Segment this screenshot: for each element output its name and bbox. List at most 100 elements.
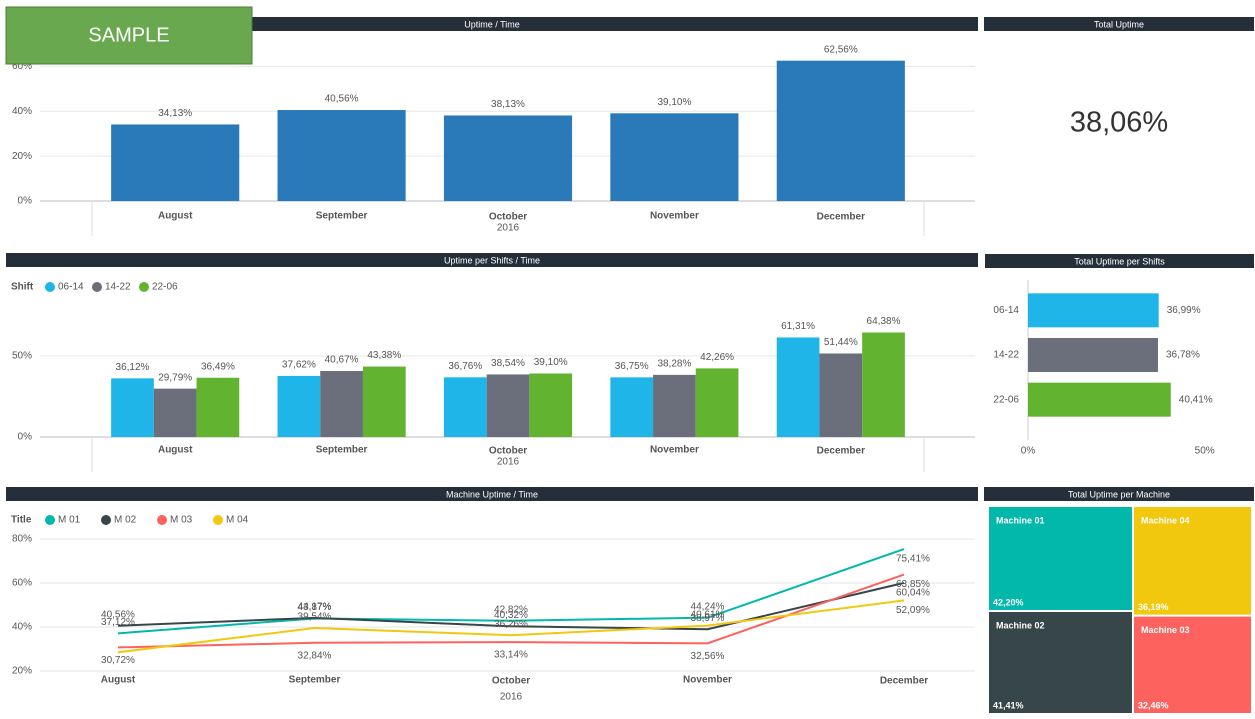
- panel-title: Machine Uptime / Time: [446, 489, 538, 499]
- sample-text: SAMPLE: [88, 24, 169, 46]
- data-label: 39,54%: [298, 612, 332, 623]
- tile-label: Machine 03: [1141, 625, 1190, 635]
- y-tick-label: 14-22: [993, 350, 1019, 361]
- data-label: 42,26%: [700, 352, 734, 363]
- data-label: 30,72%: [101, 655, 135, 666]
- x-tick-label: November: [683, 675, 732, 686]
- y-tick-label: 80%: [12, 534, 32, 545]
- y-tick-label: 40%: [12, 622, 32, 633]
- y-tick-label: 20%: [12, 151, 32, 162]
- bar: [277, 110, 406, 201]
- x-tick-label: October: [492, 676, 530, 687]
- data-label: 38,28%: [657, 358, 691, 369]
- treemap-tile: [1133, 507, 1251, 615]
- data-label: 52,09%: [896, 605, 930, 616]
- data-label: 44,17%: [298, 601, 332, 612]
- data-label: 37,62%: [282, 360, 316, 371]
- data-label: 40,56%: [101, 609, 135, 620]
- data-label: 61,31%: [781, 321, 815, 332]
- y-tick-label: 20%: [12, 666, 32, 677]
- y-tick-label: 0%: [18, 196, 33, 207]
- panel-header: [984, 487, 1254, 501]
- bar: [443, 115, 573, 201]
- bar: [776, 337, 820, 437]
- bar: [486, 374, 530, 437]
- panel-header: [6, 487, 978, 501]
- y-tick-label: 40%: [12, 106, 32, 117]
- legend-label: 06-14: [58, 282, 84, 293]
- panel-header: [985, 254, 1254, 268]
- legend-title: Title: [11, 515, 32, 526]
- x-tick-label: August: [101, 675, 136, 686]
- legend-label: M 04: [226, 515, 249, 526]
- data-label: 39,10%: [534, 357, 568, 368]
- legend-marker: [157, 515, 167, 525]
- data-label: 63,85%: [896, 579, 930, 590]
- line: [117, 581, 905, 631]
- legend-marker: [45, 515, 55, 525]
- data-label: 40,56%: [325, 94, 359, 105]
- legend-marker: [101, 515, 111, 525]
- tile-value: 32,46%: [1138, 700, 1169, 710]
- y-tick-label: 0%: [18, 432, 33, 443]
- bar: [1028, 293, 1159, 328]
- bar: [111, 124, 240, 201]
- data-label: 38,54%: [491, 358, 525, 369]
- bar: [277, 375, 321, 437]
- bar: [153, 388, 197, 437]
- data-label: 38,97%: [691, 613, 725, 624]
- tile-label: Machine 01: [996, 515, 1045, 525]
- bar: [529, 373, 573, 437]
- bar: [196, 377, 240, 437]
- data-label: 40,61%: [691, 609, 725, 620]
- line: [117, 573, 905, 649]
- data-label: 44,24%: [691, 601, 725, 612]
- line: [117, 599, 905, 654]
- y-tick-label: 60%: [12, 578, 32, 589]
- data-label: 36,26%: [494, 619, 528, 630]
- data-label: 36,76%: [448, 361, 482, 372]
- legend-marker: [92, 282, 102, 292]
- x-axis-label: 2016: [497, 457, 520, 468]
- data-label: 39,10%: [657, 97, 691, 108]
- bar: [610, 113, 739, 201]
- data-label: 36,99%: [1167, 305, 1201, 316]
- kpi-value: 38,06%: [1070, 107, 1168, 139]
- x-tick-label: December: [880, 676, 928, 687]
- tile-label: Machine 02: [996, 620, 1045, 630]
- y-tick-label: 22-06: [993, 394, 1019, 405]
- legend-label: M 03: [170, 515, 193, 526]
- x-tick-label: December: [817, 446, 865, 457]
- treemap-tile: [989, 611, 1132, 713]
- x-tick-label: 0%: [1021, 446, 1036, 457]
- y-tick-label: 06-14: [993, 305, 1019, 316]
- data-label: 42,82%: [494, 604, 528, 615]
- y-tick-label: 50%: [12, 350, 32, 361]
- bar: [1028, 382, 1171, 417]
- x-tick-label: October: [489, 446, 527, 457]
- tile-label: Machine 04: [1141, 515, 1190, 525]
- bar: [1028, 338, 1158, 372]
- legend-marker: [213, 515, 223, 525]
- tile-value: 42,20%: [993, 597, 1024, 607]
- panel-title: Total Uptime: [1094, 19, 1144, 29]
- legend-label: M 02: [114, 515, 137, 526]
- panel-title: Total Uptime per Shifts: [1074, 256, 1165, 266]
- data-label: 60,04%: [896, 588, 930, 599]
- data-label: 38,13%: [491, 99, 525, 110]
- data-label: 32,84%: [298, 650, 332, 661]
- data-label: 40,67%: [325, 355, 359, 366]
- x-tick-label: September: [289, 675, 341, 686]
- legend-label: 14-22: [105, 282, 131, 293]
- legend-label: 22-06: [152, 282, 178, 293]
- data-label: 36,49%: [201, 361, 235, 372]
- x-tick-label: December: [817, 212, 865, 223]
- data-label: 33,14%: [494, 650, 528, 661]
- x-tick-label: 50%: [1195, 446, 1215, 457]
- x-tick-label: November: [650, 211, 699, 222]
- data-label: 51,44%: [824, 337, 858, 348]
- tile-value: 36,19%: [1138, 602, 1169, 612]
- y-tick-label: 60%: [12, 61, 32, 72]
- x-tick-label: October: [489, 212, 527, 223]
